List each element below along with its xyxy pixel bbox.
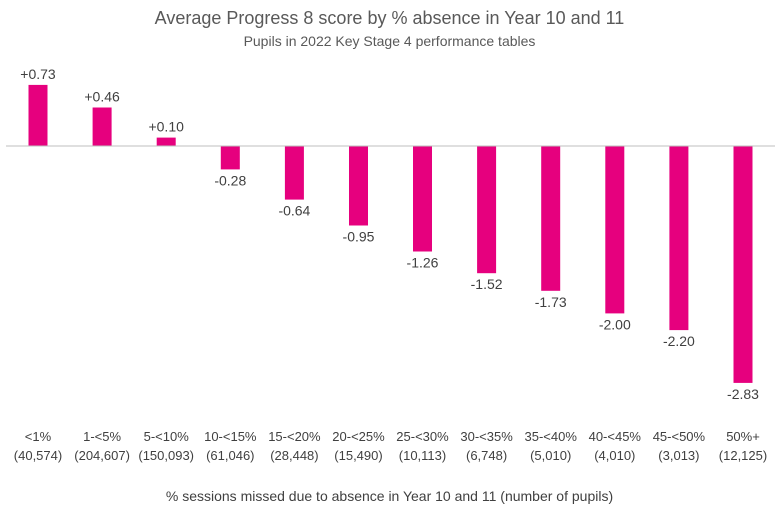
bar-6	[413, 146, 432, 252]
category-label-3: 10-<15%	[204, 429, 257, 444]
category-label-0: <1%	[25, 429, 52, 444]
bar-1	[92, 107, 112, 146]
bar-11	[733, 146, 753, 383]
category-count-1: (204,607)	[74, 448, 130, 463]
category-label-5: 20-<25%	[332, 429, 385, 444]
category-count-4: (28,448)	[270, 448, 318, 463]
chart-subtitle: Pupils in 2022 Key Stage 4 performance t…	[243, 33, 536, 49]
category-count-6: (10,113)	[399, 448, 446, 463]
category-label-10: 45-<50%	[653, 429, 706, 444]
category-label-8: 35-<40%	[524, 429, 577, 444]
data-label-1: +0.46	[84, 89, 120, 105]
data-label-8: -1.73	[535, 294, 567, 310]
bar-8	[541, 146, 561, 291]
category-label-9: 40-<45%	[589, 429, 642, 444]
category-count-10: (3,013)	[658, 448, 699, 463]
bar-0	[28, 84, 48, 146]
data-label-4: -0.64	[278, 203, 310, 219]
category-label-4: 15-<20%	[268, 429, 321, 444]
category-count-0: (40,574)	[14, 448, 62, 463]
bar-5	[349, 146, 368, 226]
chart-title: Average Progress 8 score by % absence in…	[154, 8, 625, 28]
category-count-9: (4,010)	[594, 448, 635, 463]
bar-3	[220, 146, 240, 170]
x-axis-label: % sessions missed due to absence in Year…	[165, 488, 614, 504]
data-label-0: +0.73	[20, 66, 56, 82]
category-count-8: (5,010)	[530, 448, 571, 463]
bar-7	[477, 146, 497, 274]
bar-2	[156, 137, 176, 146]
category-label-2: 5-<10%	[144, 429, 190, 444]
category-label-1: 1-<5%	[83, 429, 121, 444]
category-count-11: (12,125)	[719, 448, 767, 463]
data-label-11: -2.83	[727, 386, 759, 402]
data-label-5: -0.95	[343, 229, 375, 245]
bar-9	[605, 146, 625, 314]
data-label-2: +0.10	[148, 119, 184, 135]
data-label-9: -2.00	[599, 316, 631, 332]
category-label-7: 30-<35%	[460, 429, 513, 444]
category-count-5: (15,490)	[334, 448, 382, 463]
category-count-3: (61,046)	[206, 448, 254, 463]
data-label-6: -1.26	[407, 255, 439, 271]
category-label-11: 50%+	[726, 429, 760, 444]
data-label-7: -1.52	[471, 276, 503, 292]
category-label-6: 25-<30%	[396, 429, 449, 444]
bar-4	[284, 146, 304, 200]
bar-10	[669, 146, 689, 331]
category-count-2: (150,093)	[138, 448, 194, 463]
data-label-3: -0.28	[214, 172, 246, 188]
data-label-10: -2.20	[663, 333, 695, 349]
category-count-7: (6,748)	[466, 448, 507, 463]
